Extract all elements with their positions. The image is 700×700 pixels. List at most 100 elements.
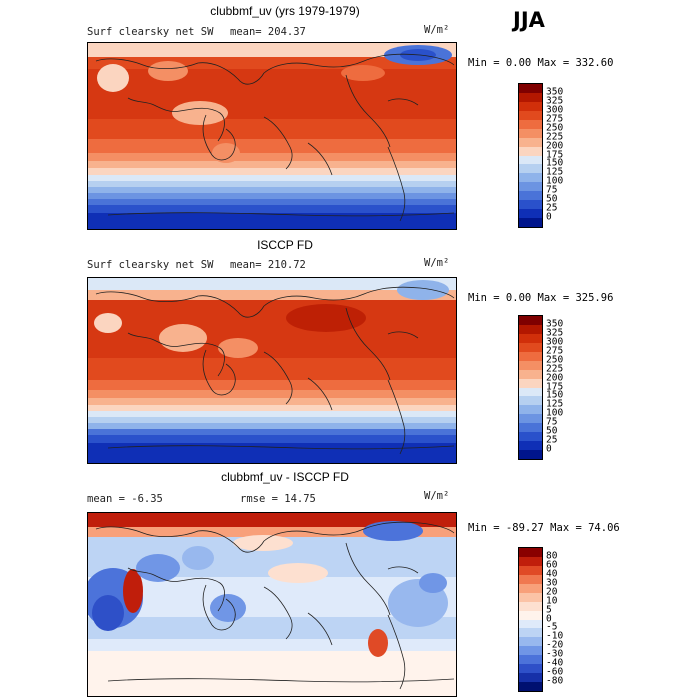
colorbar-swatch [519,146,542,156]
colorbar-tick-label: 250 [546,354,564,366]
colorbar-tick-label: 0 [546,211,552,223]
colorbar-swatch [519,583,542,593]
panel-2-mean: mean= 210.72 [230,259,306,271]
colorbar-tick-label: 150 [546,389,564,401]
panel-3-colorbar [518,547,543,692]
colorbar-tick-label: 175 [546,149,564,160]
colorbar-tick-label: 75 [546,416,558,428]
season-label: JJA [513,8,545,32]
colorbar-tick-label: 75 [546,184,558,196]
colorbar-tick-label: 30 [546,577,558,589]
colorbar-swatch [519,101,542,111]
panel-1-title: clubbmf_uv (yrs 1979-1979) [210,4,360,18]
colorbar-tick-label: 0 [546,443,552,455]
colorbar-tick-label: 175 [546,381,564,392]
colorbar-tick-label: -60 [546,666,564,678]
colorbar-tick-label: 350 [546,318,564,330]
panel-2-title: ISCCP FD [257,238,313,252]
colorbar-swatch [519,128,542,138]
colorbar-tick-label: 40 [546,568,558,580]
colorbar-swatch [519,405,542,415]
colorbar-tick-label: 10 [546,595,558,607]
colorbar-tick-label: 300 [546,336,564,348]
panel-2-minmax: Min = 0.00 Max = 325.96 [468,292,614,304]
colorbar-swatch [519,173,542,183]
colorbar-swatch [519,414,542,424]
panel-3-rmse: rmse = 14.75 [240,493,316,505]
panel-3-map [87,512,457,697]
colorbar-swatch [519,110,542,120]
colorbar-tick-label: 5 [546,604,552,616]
colorbar-swatch [519,316,542,325]
colorbar-swatch [519,646,542,656]
colorbar-tick-label: 225 [546,131,564,143]
colorbar-tick-label: 0 [546,613,552,624]
colorbar-swatch [519,637,542,647]
panel-3-colorbar-ticks: 80 60 40 30 20 10 5 0 -5 -10 -20 -30 -40 -60 -80 [546,547,586,690]
panel-1-colorbar [518,83,543,228]
colorbar-swatch [519,664,542,674]
colorbar-swatch [519,182,542,192]
panel-2-colorbar-ticks: 350 325 300 275 250 225 200 175 150 125 100 75 50 25 0 [546,315,586,458]
colorbar-tick-label: 150 [546,157,564,169]
colorbar-tick-label: -20 [546,639,564,651]
colorbar-swatch [519,432,542,442]
colorbar-swatch [519,200,542,210]
colorbar-swatch [519,333,542,343]
panel-2-units: W/m² [424,257,450,269]
colorbar-swatch [519,84,542,93]
colorbar-swatch [519,655,542,665]
colorbar-swatch [519,351,542,361]
colorbar-swatch [519,548,542,557]
colorbar-tick-label: 225 [546,363,564,375]
colorbar-swatch [519,209,542,219]
colorbar-tick-label: 300 [546,104,564,116]
colorbar-swatch [519,369,542,379]
colorbar-tick-label: 275 [546,345,564,357]
colorbar-tick-label: -80 [546,675,564,687]
panel-2-colorbar [518,315,543,460]
panel-1-colorbar-ticks: 350 325 300 275 250 225 200 175 150 125 100 75 50 25 0 [546,83,586,226]
colorbar-swatch [519,378,542,388]
colorbar-tick-label: 250 [546,122,564,134]
colorbar-tick-label: 325 [546,95,564,107]
colorbar-swatch [519,396,542,406]
colorbar-tick-label: 100 [546,407,564,419]
colorbar-tick-label: 60 [546,559,558,571]
colorbar-tick-label: 100 [546,175,564,187]
colorbar-tick-label: 125 [546,398,564,410]
colorbar-swatch [519,191,542,201]
panel-2-map [87,277,457,464]
colorbar-tick-label: 50 [546,425,558,437]
colorbar-swatch [519,155,542,165]
colorbar-swatch [519,324,542,334]
colorbar-swatch [519,164,542,174]
colorbar-tick-label: 275 [546,113,564,125]
colorbar-tick-label: 20 [546,586,558,598]
colorbar-swatch [519,556,542,566]
colorbar-swatch [519,673,542,683]
panel-1-units: W/m² [424,24,450,36]
colorbar-swatch [519,423,542,433]
colorbar-swatch [519,565,542,575]
colorbar-swatch [519,218,542,227]
colorbar-tick-label: 25 [546,434,558,446]
colorbar-tick-label: -30 [546,648,564,660]
colorbar-swatch [519,342,542,352]
panel-2-variable: Surf clearsky net SW [87,259,214,271]
colorbar-tick-label: -5 [546,621,558,633]
colorbar-tick-label: 200 [546,372,564,384]
colorbar-tick-label: 325 [546,327,564,339]
colorbar-tick-label: 200 [546,140,564,152]
colorbar-tick-label: 25 [546,202,558,214]
colorbar-swatch [519,119,542,129]
colorbar-tick-label: 80 [546,550,558,562]
colorbar-swatch [519,92,542,102]
colorbar-tick-label: -40 [546,657,564,669]
colorbar-swatch [519,450,542,459]
colorbar-swatch [519,360,542,370]
panel-3-minmax: Min = -89.27 Max = 74.06 [468,522,620,534]
colorbar-swatch [519,610,542,620]
colorbar-swatch [519,601,542,611]
colorbar-tick-label: 50 [546,193,558,205]
